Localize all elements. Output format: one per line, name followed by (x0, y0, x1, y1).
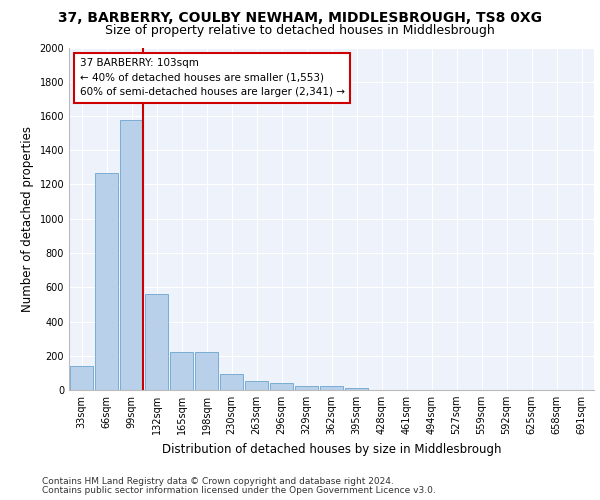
Bar (345, 388, 368, 390)
Text: 37, BARBERRY, COULBY NEWHAM, MIDDLESBROUGH, TS8 0XG: 37, BARBERRY, COULBY NEWHAM, MIDDLESBROU… (58, 11, 542, 25)
Bar (220, 374, 243, 390)
Y-axis label: Number of detached properties: Number of detached properties (21, 126, 34, 312)
Bar (245, 382, 268, 390)
X-axis label: Distribution of detached houses by size in Middlesbrough: Distribution of detached houses by size … (162, 442, 501, 456)
Text: Contains public sector information licensed under the Open Government Licence v3: Contains public sector information licen… (42, 486, 436, 495)
Text: Contains HM Land Registry data © Crown copyright and database right 2024.: Contains HM Land Registry data © Crown c… (42, 477, 394, 486)
Bar (120, 120, 143, 390)
Bar (70, 366, 93, 390)
Bar (170, 352, 193, 390)
Bar (95, 174, 118, 390)
Bar (195, 352, 218, 390)
Bar (270, 383, 293, 390)
Text: Size of property relative to detached houses in Middlesbrough: Size of property relative to detached ho… (105, 24, 495, 37)
Text: 37 BARBERRY: 103sqm
← 40% of detached houses are smaller (1,553)
60% of semi-det: 37 BARBERRY: 103sqm ← 40% of detached ho… (79, 58, 344, 98)
Bar (145, 294, 168, 390)
Bar (295, 386, 318, 390)
Bar (320, 386, 343, 390)
